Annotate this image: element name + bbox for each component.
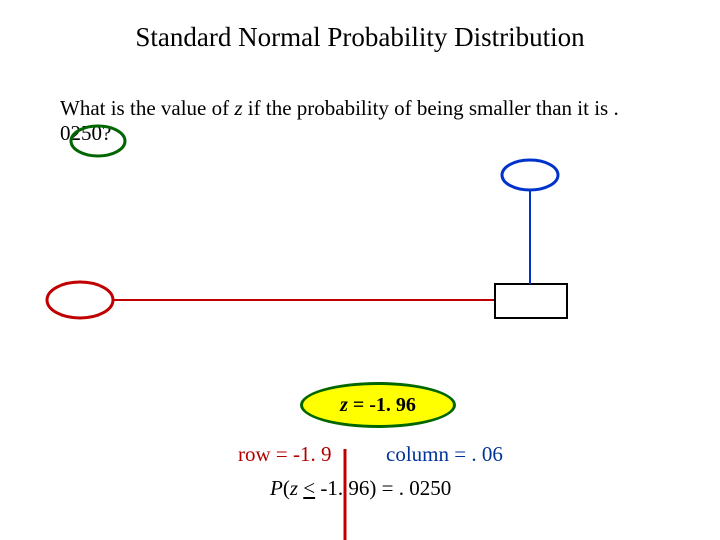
prob-z: z [290,476,303,500]
column-indicator-ellipse [502,160,558,190]
z-eq: = -1. 96 [348,394,416,416]
prob-close: ) = . 0250 [369,476,451,500]
column-label: column = . 06 [386,442,503,467]
probability-statement: P(z < -1. 96) = . 0250 [270,476,451,501]
table-cell-rect [495,284,567,318]
diagram-svg [0,0,720,540]
prob-lt: < [303,476,315,500]
z-var: z [340,394,348,416]
highlight-question-ellipse [71,126,125,156]
row-indicator-ellipse [47,282,113,318]
prob-val: -1. 96 [315,476,369,500]
prob-P: P [270,476,283,500]
row-label: row = -1. 9 [238,442,332,467]
prob-open: ( [283,476,290,500]
z-answer-oval: z = -1. 96 [300,382,456,428]
